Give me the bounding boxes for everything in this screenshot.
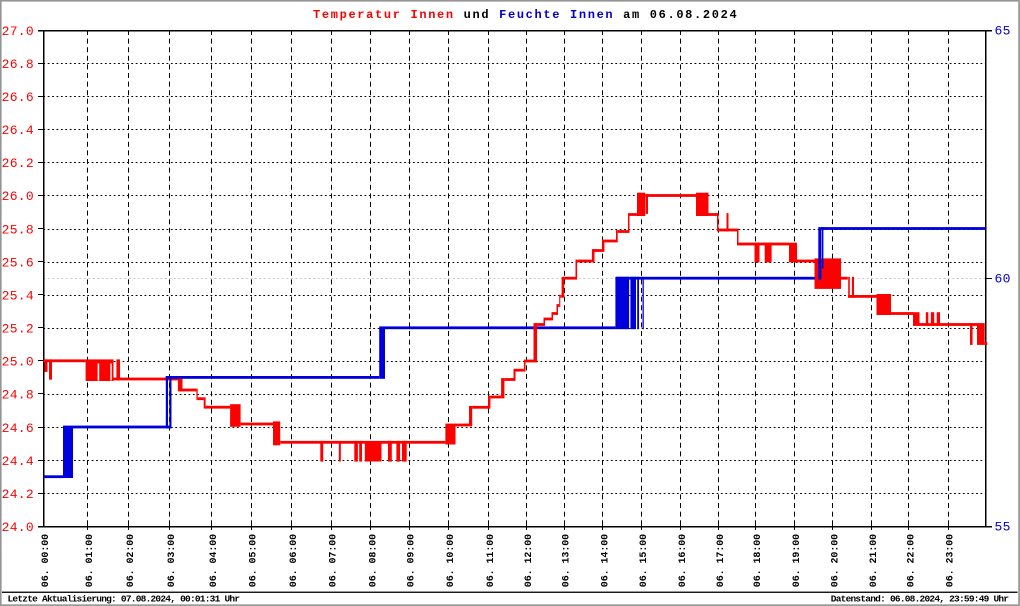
svg-text:Temperatur Innen und Feuchte I: Temperatur Innen und Feuchte Innen am 06… [313, 8, 738, 22]
svg-text:06. 00:00: 06. 00:00 [41, 534, 52, 587]
svg-text:06. 07:00: 06. 07:00 [329, 534, 340, 587]
svg-text:06. 15:00: 06. 15:00 [639, 534, 650, 587]
svg-text:06. 16:00: 06. 16:00 [678, 534, 689, 587]
svg-text:06. 11:00: 06. 11:00 [486, 534, 497, 587]
svg-text:06. 10:00: 06. 10:00 [446, 534, 457, 587]
svg-text:26.8: 26.8 [2, 57, 34, 72]
svg-text:26.4: 26.4 [2, 123, 34, 138]
svg-text:24.2: 24.2 [2, 487, 34, 502]
svg-text:06. 17:00: 06. 17:00 [716, 534, 727, 587]
svg-text:06. 13:00: 06. 13:00 [562, 534, 573, 587]
svg-text:24.8: 24.8 [2, 388, 34, 403]
svg-text:06. 12:00: 06. 12:00 [524, 534, 535, 587]
svg-text:55: 55 [995, 520, 1011, 535]
svg-text:60: 60 [995, 271, 1011, 286]
svg-text:06. 02:00: 06. 02:00 [126, 534, 137, 587]
svg-text:06. 01:00: 06. 01:00 [85, 534, 96, 587]
svg-text:06. 23:00: 06. 23:00 [946, 534, 957, 587]
svg-text:24.0: 24.0 [2, 520, 34, 535]
svg-text:25.0: 25.0 [2, 355, 34, 370]
svg-text:06. 04:00: 06. 04:00 [209, 534, 220, 587]
svg-text:06. 09:00: 06. 09:00 [407, 534, 418, 587]
svg-text:06. 05:00: 06. 05:00 [249, 534, 260, 587]
svg-text:65: 65 [995, 23, 1011, 38]
svg-text:24.4: 24.4 [2, 454, 34, 469]
svg-text:26.6: 26.6 [2, 90, 34, 105]
svg-text:24.6: 24.6 [2, 421, 34, 436]
svg-text:06. 20:00: 06. 20:00 [831, 534, 842, 587]
svg-text:25.2: 25.2 [2, 322, 34, 337]
svg-text:Datenstand: 06.08.2024, 23:59:: Datenstand: 06.08.2024, 23:59:49 Uhr [831, 593, 1010, 604]
svg-text:06. 14:00: 06. 14:00 [601, 534, 612, 587]
svg-text:25.4: 25.4 [2, 288, 34, 303]
svg-text:26.0: 26.0 [2, 189, 34, 204]
svg-text:06. 22:00: 06. 22:00 [906, 534, 917, 587]
svg-text:06. 19:00: 06. 19:00 [792, 534, 803, 587]
svg-text:26.2: 26.2 [2, 156, 34, 171]
svg-text:06. 18:00: 06. 18:00 [753, 534, 764, 587]
svg-text:06. 21:00: 06. 21:00 [869, 534, 880, 587]
svg-text:06. 06:00: 06. 06:00 [289, 534, 300, 587]
svg-text:06. 08:00: 06. 08:00 [368, 534, 379, 587]
svg-text:25.6: 25.6 [2, 255, 34, 270]
svg-text:06. 03:00: 06. 03:00 [167, 534, 178, 587]
svg-text:27.0: 27.0 [2, 24, 34, 39]
svg-text:25.8: 25.8 [2, 222, 34, 237]
svg-text:Letzte Aktualisierung: 07.08.2: Letzte Aktualisierung: 07.08.2024, 00:01… [8, 593, 241, 604]
